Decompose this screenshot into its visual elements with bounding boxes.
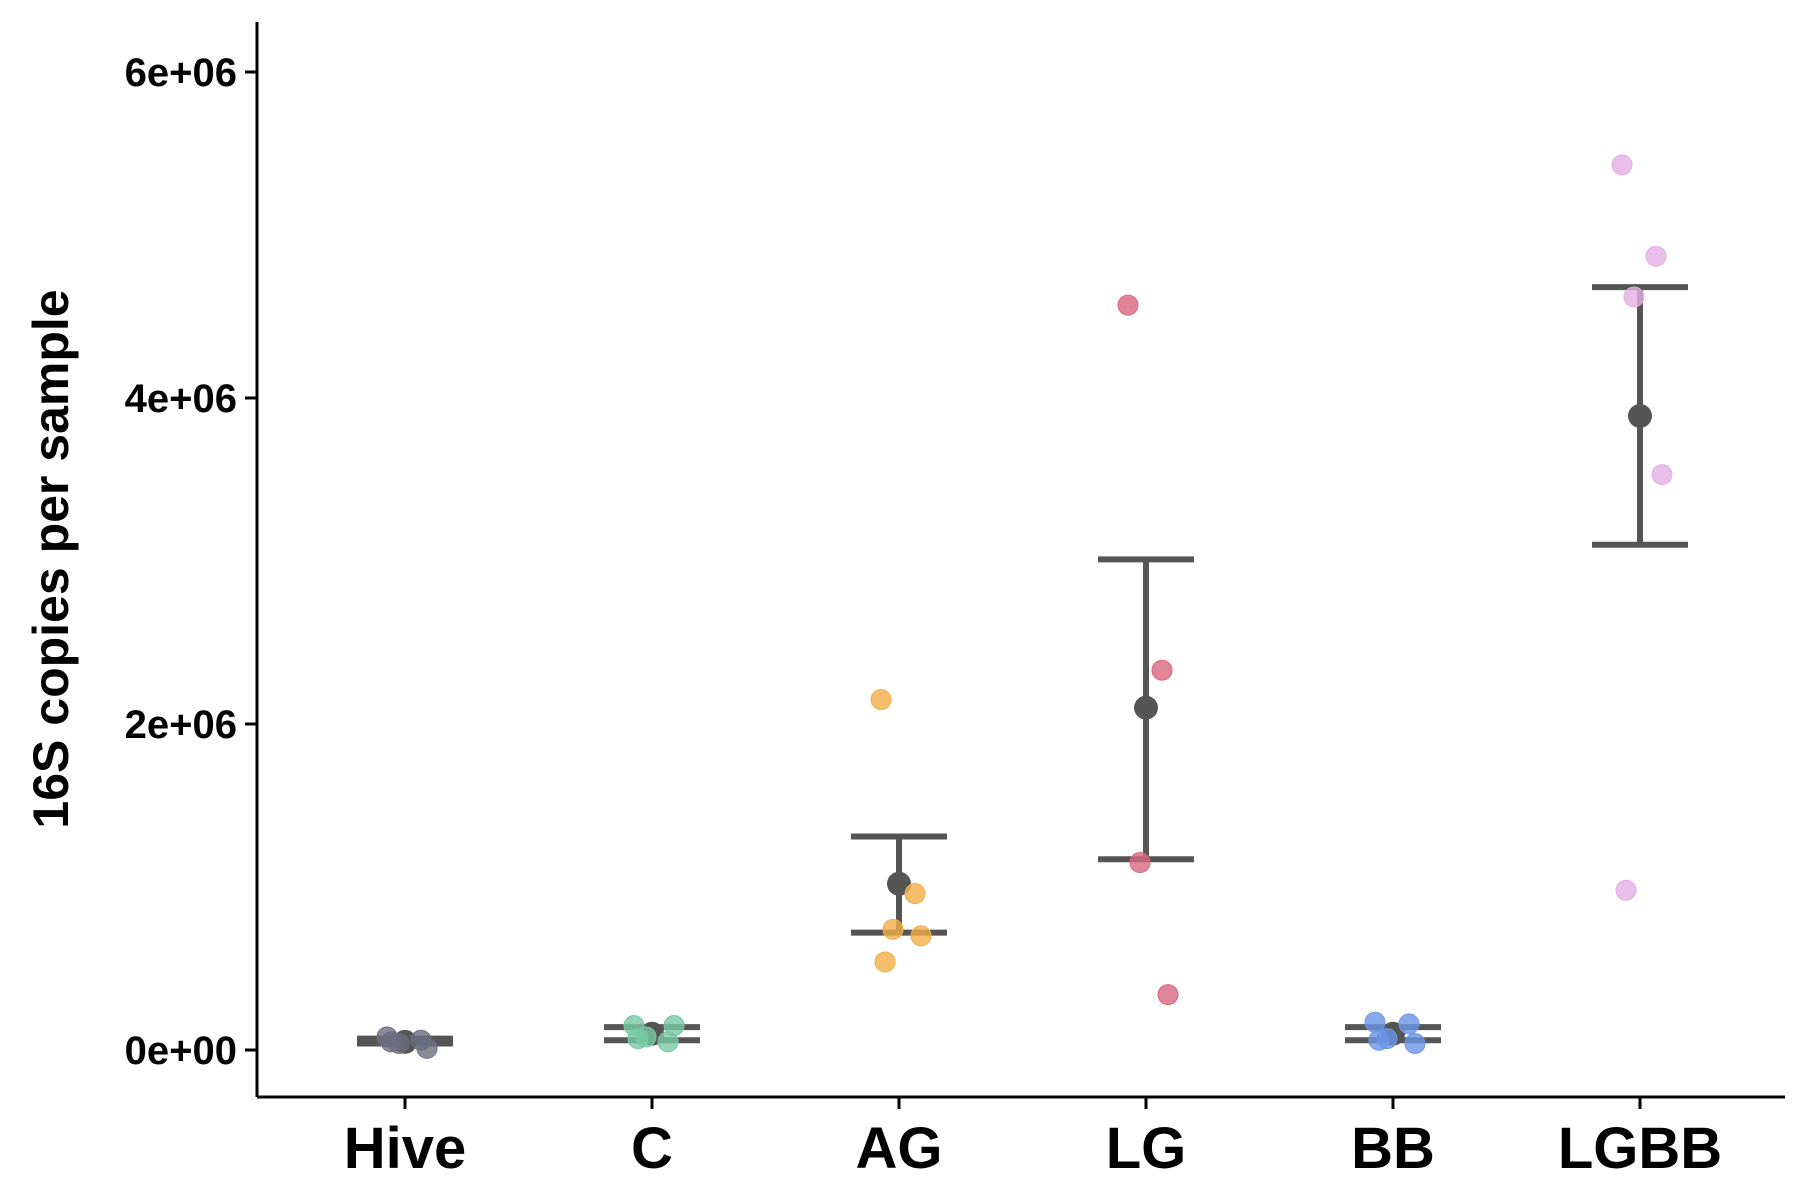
data-point [1368,1029,1390,1051]
group-lgbb [1592,154,1688,901]
x-tick-label: Hive [344,1116,467,1181]
y-tick-label: 2e+06 [125,703,237,747]
data-point [1157,984,1179,1006]
y-tick-label: 4e+06 [125,377,237,421]
data-point [1398,1013,1420,1035]
x-tick-label: AG [856,1116,943,1181]
data-point [416,1037,438,1059]
data-point [910,925,932,947]
y-axis-label: 16S copies per sample [23,289,79,828]
data-point [1404,1032,1426,1054]
data-point [1117,294,1139,316]
data-point [870,689,892,711]
data-point [1151,659,1173,681]
group-lg [1098,294,1194,1006]
data-point [380,1031,402,1053]
group-hive [357,1026,453,1059]
data-point [1645,245,1667,267]
y-tick-label: 0e+00 [125,1029,237,1073]
y-axis-ticks: 0e+00 2e+06 4e+06 6e+06 [125,51,257,1073]
data-point [1129,852,1151,874]
data-point [1651,464,1673,486]
data-point [882,918,904,940]
data-point [627,1028,649,1050]
data-point [663,1015,685,1037]
group-ag [851,689,947,973]
mean-point [1134,695,1158,720]
x-axis-ticks: Hive C AG LG BB LGBB [344,1097,1722,1181]
data-point [1623,286,1645,308]
y-tick-label: 6e+06 [125,51,237,95]
data-point [1364,1011,1386,1033]
x-tick-label: C [631,1116,673,1181]
group-c [604,1015,700,1053]
plot-area [357,154,1688,1059]
data-point [1611,154,1633,176]
mean-point [887,871,911,896]
x-tick-label: LG [1106,1116,1187,1181]
data-point [904,883,926,905]
mean-point [1628,403,1652,428]
x-tick-label: LGBB [1558,1116,1722,1181]
group-bb [1345,1011,1441,1054]
x-tick-label: BB [1351,1116,1435,1181]
data-point [874,951,896,973]
data-point [1615,879,1637,901]
